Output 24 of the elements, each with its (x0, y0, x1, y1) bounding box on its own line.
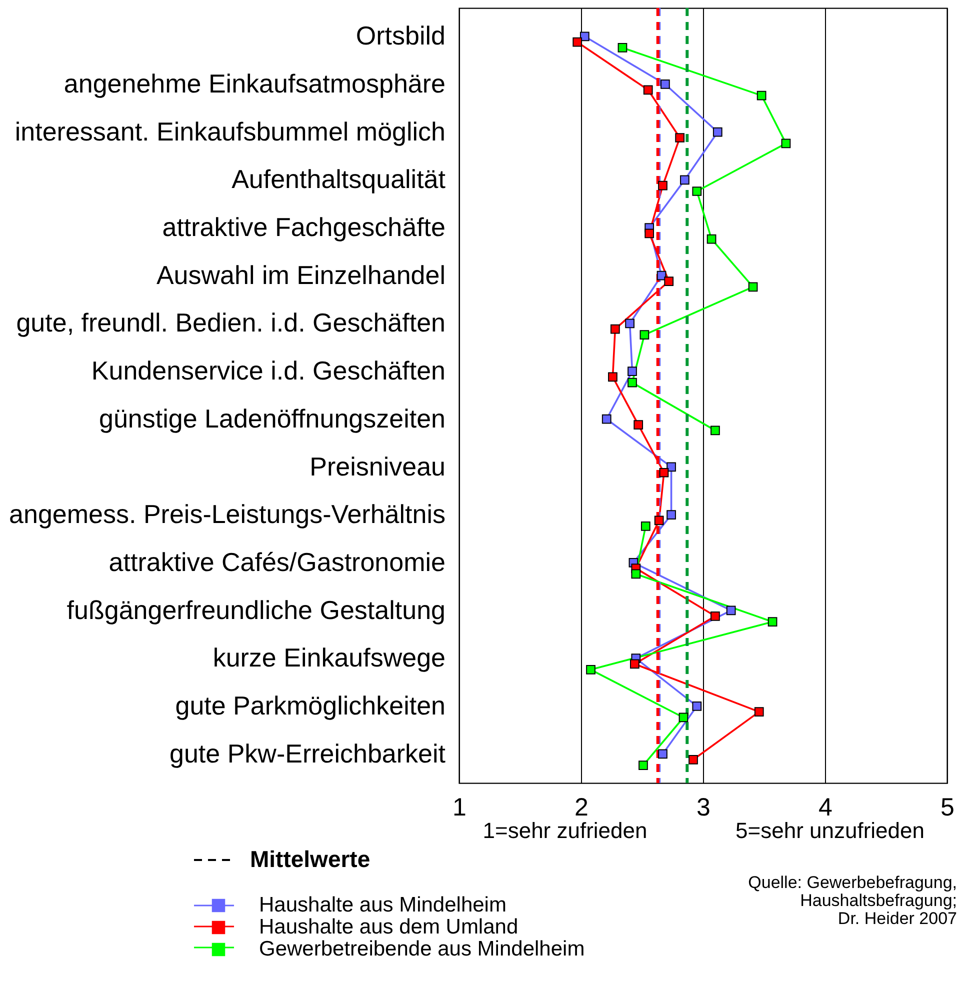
y-tick-label: interessant. Einkaufsbummel möglich (14, 116, 446, 146)
y-tick-label: Auswahl im Einzelhandel (156, 260, 446, 290)
x-tick-label: 1 (452, 794, 466, 822)
y-tick-label: Preisniveau (310, 451, 446, 482)
legend-label: Gewerbetreibende aus Mindelheim (259, 938, 585, 960)
y-tick-label: angenehme Einkaufsatmosphäre (64, 68, 446, 99)
text: Mittelwerte (250, 846, 370, 872)
y-tick-label: Kundenservice i.d. Geschäften (91, 356, 446, 386)
source-note: Quelle: Gewerbebefragung, Haushaltsbefragung; Dr. Heider 2007 (748, 873, 957, 928)
y-tick-label: attraktive Cafés/Gastronomie (108, 546, 446, 577)
legend-label: Haushalte aus Mindelheim (259, 894, 506, 916)
x-tick-label: 5 (940, 794, 954, 822)
y-tick-label: Aufenthaltsqualität (232, 164, 446, 194)
y-tick-label: angemess. Preis-Leistungs-Verhältnis (9, 499, 446, 530)
y-tick-label: günstige Ladenöffnungszeiten (99, 403, 446, 434)
y-tick-label: attraktive Fachgeschäfte (162, 212, 446, 242)
y-tick-label: kurze Einkaufswege (212, 642, 446, 673)
y-tick-label: gute Pkw-Erreichbarkeit (170, 738, 446, 768)
legend-label: Haushalte aus dem Umland (259, 916, 518, 938)
y-tick-label: gute, freundl. Bedien. i.d. Geschäften (16, 308, 446, 338)
y-tick-label: gute Parkmöglichkeiten (175, 690, 446, 720)
x-tick-label: 3 (696, 794, 710, 822)
y-tick-label: Ortsbild (356, 20, 446, 51)
y-tick-label: fußgängerfreundliche Gestaltung (66, 594, 446, 625)
